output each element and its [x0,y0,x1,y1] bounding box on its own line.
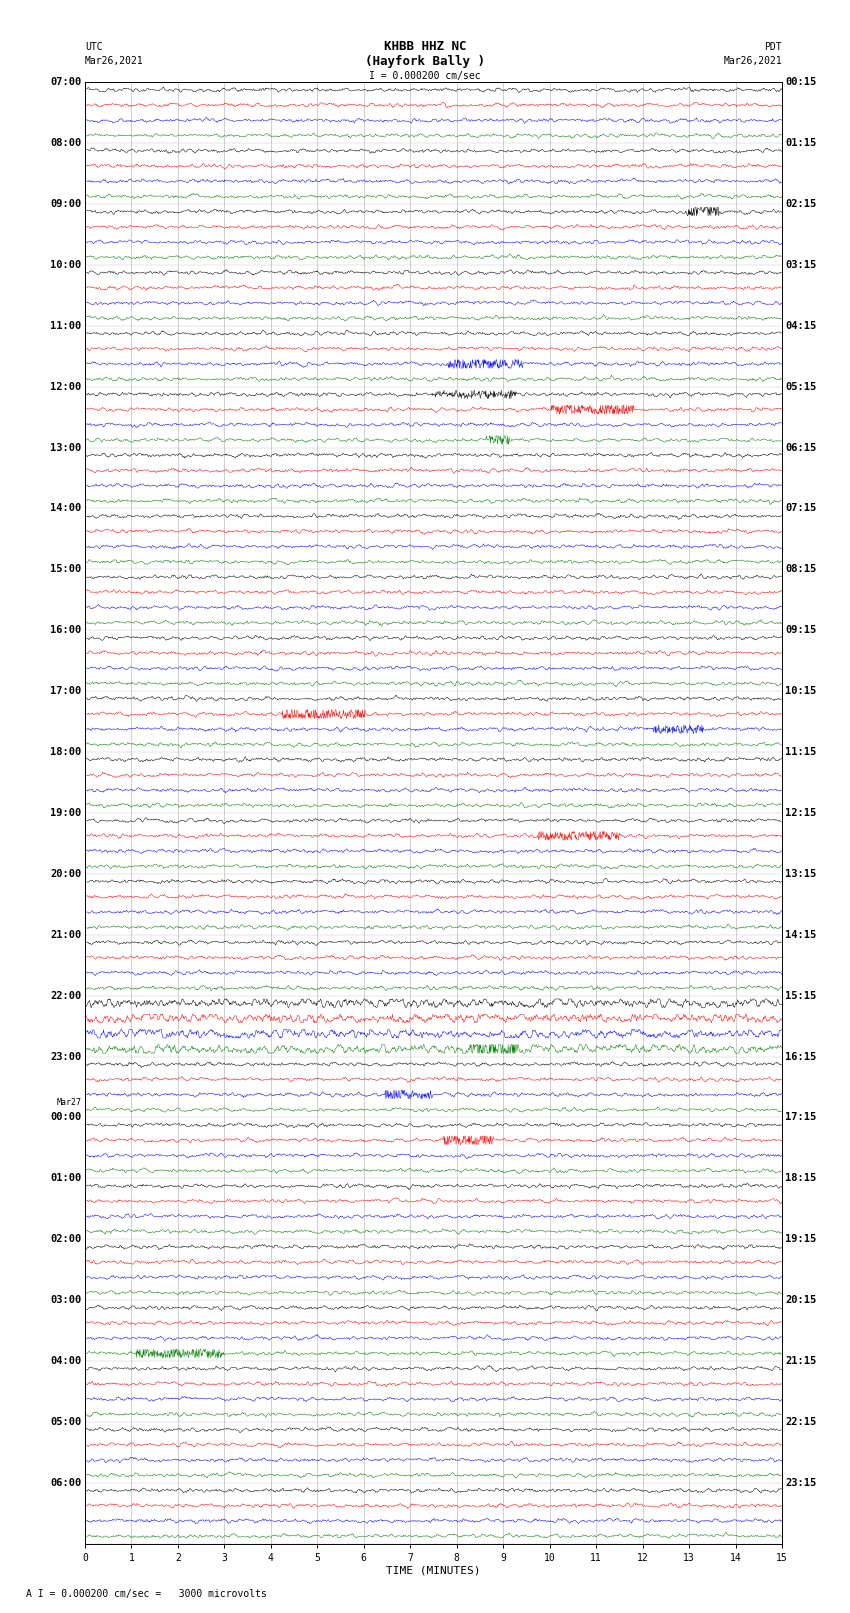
Text: 01:00: 01:00 [50,1173,82,1184]
Text: 22:15: 22:15 [785,1416,817,1428]
Text: 17:15: 17:15 [785,1113,817,1123]
Text: PDT: PDT [764,42,782,52]
Text: 18:00: 18:00 [50,747,82,756]
Text: 05:00: 05:00 [50,1416,82,1428]
Text: 08:00: 08:00 [50,139,82,148]
Text: KHBB HHZ NC: KHBB HHZ NC [383,40,467,53]
Text: 10:15: 10:15 [785,686,817,697]
Text: 11:00: 11:00 [50,321,82,331]
Text: 09:00: 09:00 [50,198,82,210]
Text: 09:15: 09:15 [785,626,817,636]
Text: 01:15: 01:15 [785,139,817,148]
Text: 06:00: 06:00 [50,1478,82,1487]
Text: 02:15: 02:15 [785,198,817,210]
Text: 17:00: 17:00 [50,686,82,697]
Text: 14:00: 14:00 [50,503,82,513]
Text: 08:15: 08:15 [785,565,817,574]
Text: 03:00: 03:00 [50,1295,82,1305]
Text: 03:15: 03:15 [785,260,817,269]
Text: 13:15: 13:15 [785,869,817,879]
X-axis label: TIME (MINUTES): TIME (MINUTES) [386,1566,481,1576]
Text: I = 0.000200 cm/sec: I = 0.000200 cm/sec [369,71,481,81]
Text: 14:15: 14:15 [785,929,817,940]
Text: 19:00: 19:00 [50,808,82,818]
Text: Mar26,2021: Mar26,2021 [723,56,782,66]
Text: 21:15: 21:15 [785,1357,817,1366]
Text: 07:15: 07:15 [785,503,817,513]
Text: 16:15: 16:15 [785,1052,817,1061]
Text: Mar27: Mar27 [56,1098,82,1107]
Text: UTC: UTC [85,42,103,52]
Text: 06:15: 06:15 [785,442,817,453]
Text: 23:00: 23:00 [50,1052,82,1061]
Text: 18:15: 18:15 [785,1173,817,1184]
Text: 00:00: 00:00 [50,1113,82,1123]
Text: 22:00: 22:00 [50,990,82,1000]
Text: 15:00: 15:00 [50,565,82,574]
Text: 15:15: 15:15 [785,990,817,1000]
Text: A I = 0.000200 cm/sec =   3000 microvolts: A I = 0.000200 cm/sec = 3000 microvolts [26,1589,266,1598]
Text: 13:00: 13:00 [50,442,82,453]
Text: Mar26,2021: Mar26,2021 [85,56,144,66]
Text: (Hayfork Bally ): (Hayfork Bally ) [365,55,485,68]
Text: 02:00: 02:00 [50,1234,82,1244]
Text: 19:15: 19:15 [785,1234,817,1244]
Text: 16:00: 16:00 [50,626,82,636]
Text: 04:15: 04:15 [785,321,817,331]
Text: 11:15: 11:15 [785,747,817,756]
Text: 12:15: 12:15 [785,808,817,818]
Text: 00:15: 00:15 [785,77,817,87]
Text: 20:00: 20:00 [50,869,82,879]
Text: 04:00: 04:00 [50,1357,82,1366]
Text: 21:00: 21:00 [50,929,82,940]
Text: 20:15: 20:15 [785,1295,817,1305]
Text: 07:00: 07:00 [50,77,82,87]
Text: 05:15: 05:15 [785,382,817,392]
Text: 12:00: 12:00 [50,382,82,392]
Text: 10:00: 10:00 [50,260,82,269]
Text: 23:15: 23:15 [785,1478,817,1487]
